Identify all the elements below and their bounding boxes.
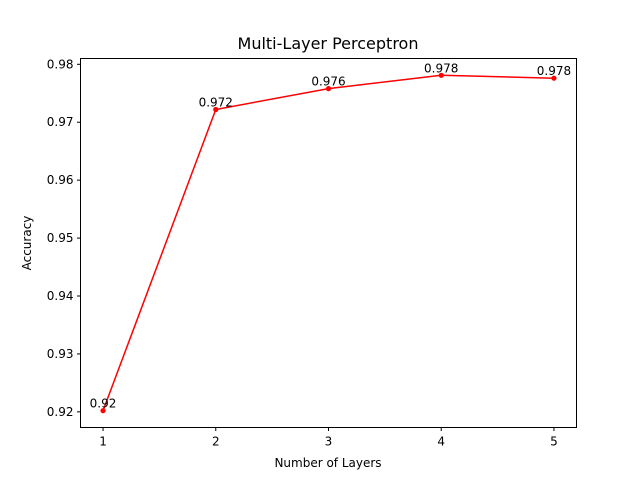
x-tick-label: 3	[325, 435, 333, 449]
data-label: 0.972	[199, 95, 233, 109]
data-label: 0.978	[424, 61, 458, 75]
data-point	[100, 408, 106, 414]
data-point	[551, 75, 557, 81]
data-label: 0.92	[90, 397, 117, 411]
x-tick-label: 5	[550, 435, 558, 449]
y-tick-label: 0.92	[47, 405, 74, 419]
series-line	[102, 74, 554, 411]
y-tick-label: 0.98	[47, 57, 74, 71]
y-tick-label: 0.94	[47, 289, 74, 303]
x-tick-label: 1	[99, 435, 107, 449]
series-layer: 0.92 0.972 0.976 0.978 0.978	[90, 61, 571, 414]
y-tick-label: 0.96	[47, 173, 74, 187]
y-tick-label: 0.93	[47, 347, 74, 361]
data-label: 0.978	[537, 64, 571, 78]
y-tick-label: 0.97	[47, 115, 74, 129]
x-axis: 1 2 3 4 5	[99, 427, 558, 449]
data-point	[325, 86, 332, 92]
y-tick-label: 0.95	[47, 231, 74, 245]
plot-frame	[80, 58, 577, 428]
x-tick-label: 4	[437, 435, 445, 449]
x-tick-label: 2	[212, 435, 220, 449]
y-axis-label: Accuracy	[20, 216, 34, 271]
data-label: 0.976	[311, 75, 345, 89]
y-axis: 0.92 0.93 0.94 0.95 0.96 0.97 0.98	[47, 57, 81, 419]
chart-title: Multi-Layer Perceptron	[238, 34, 419, 53]
data-point	[438, 72, 444, 78]
data-point	[213, 106, 219, 113]
x-axis-label: Number of Layers	[274, 456, 381, 470]
